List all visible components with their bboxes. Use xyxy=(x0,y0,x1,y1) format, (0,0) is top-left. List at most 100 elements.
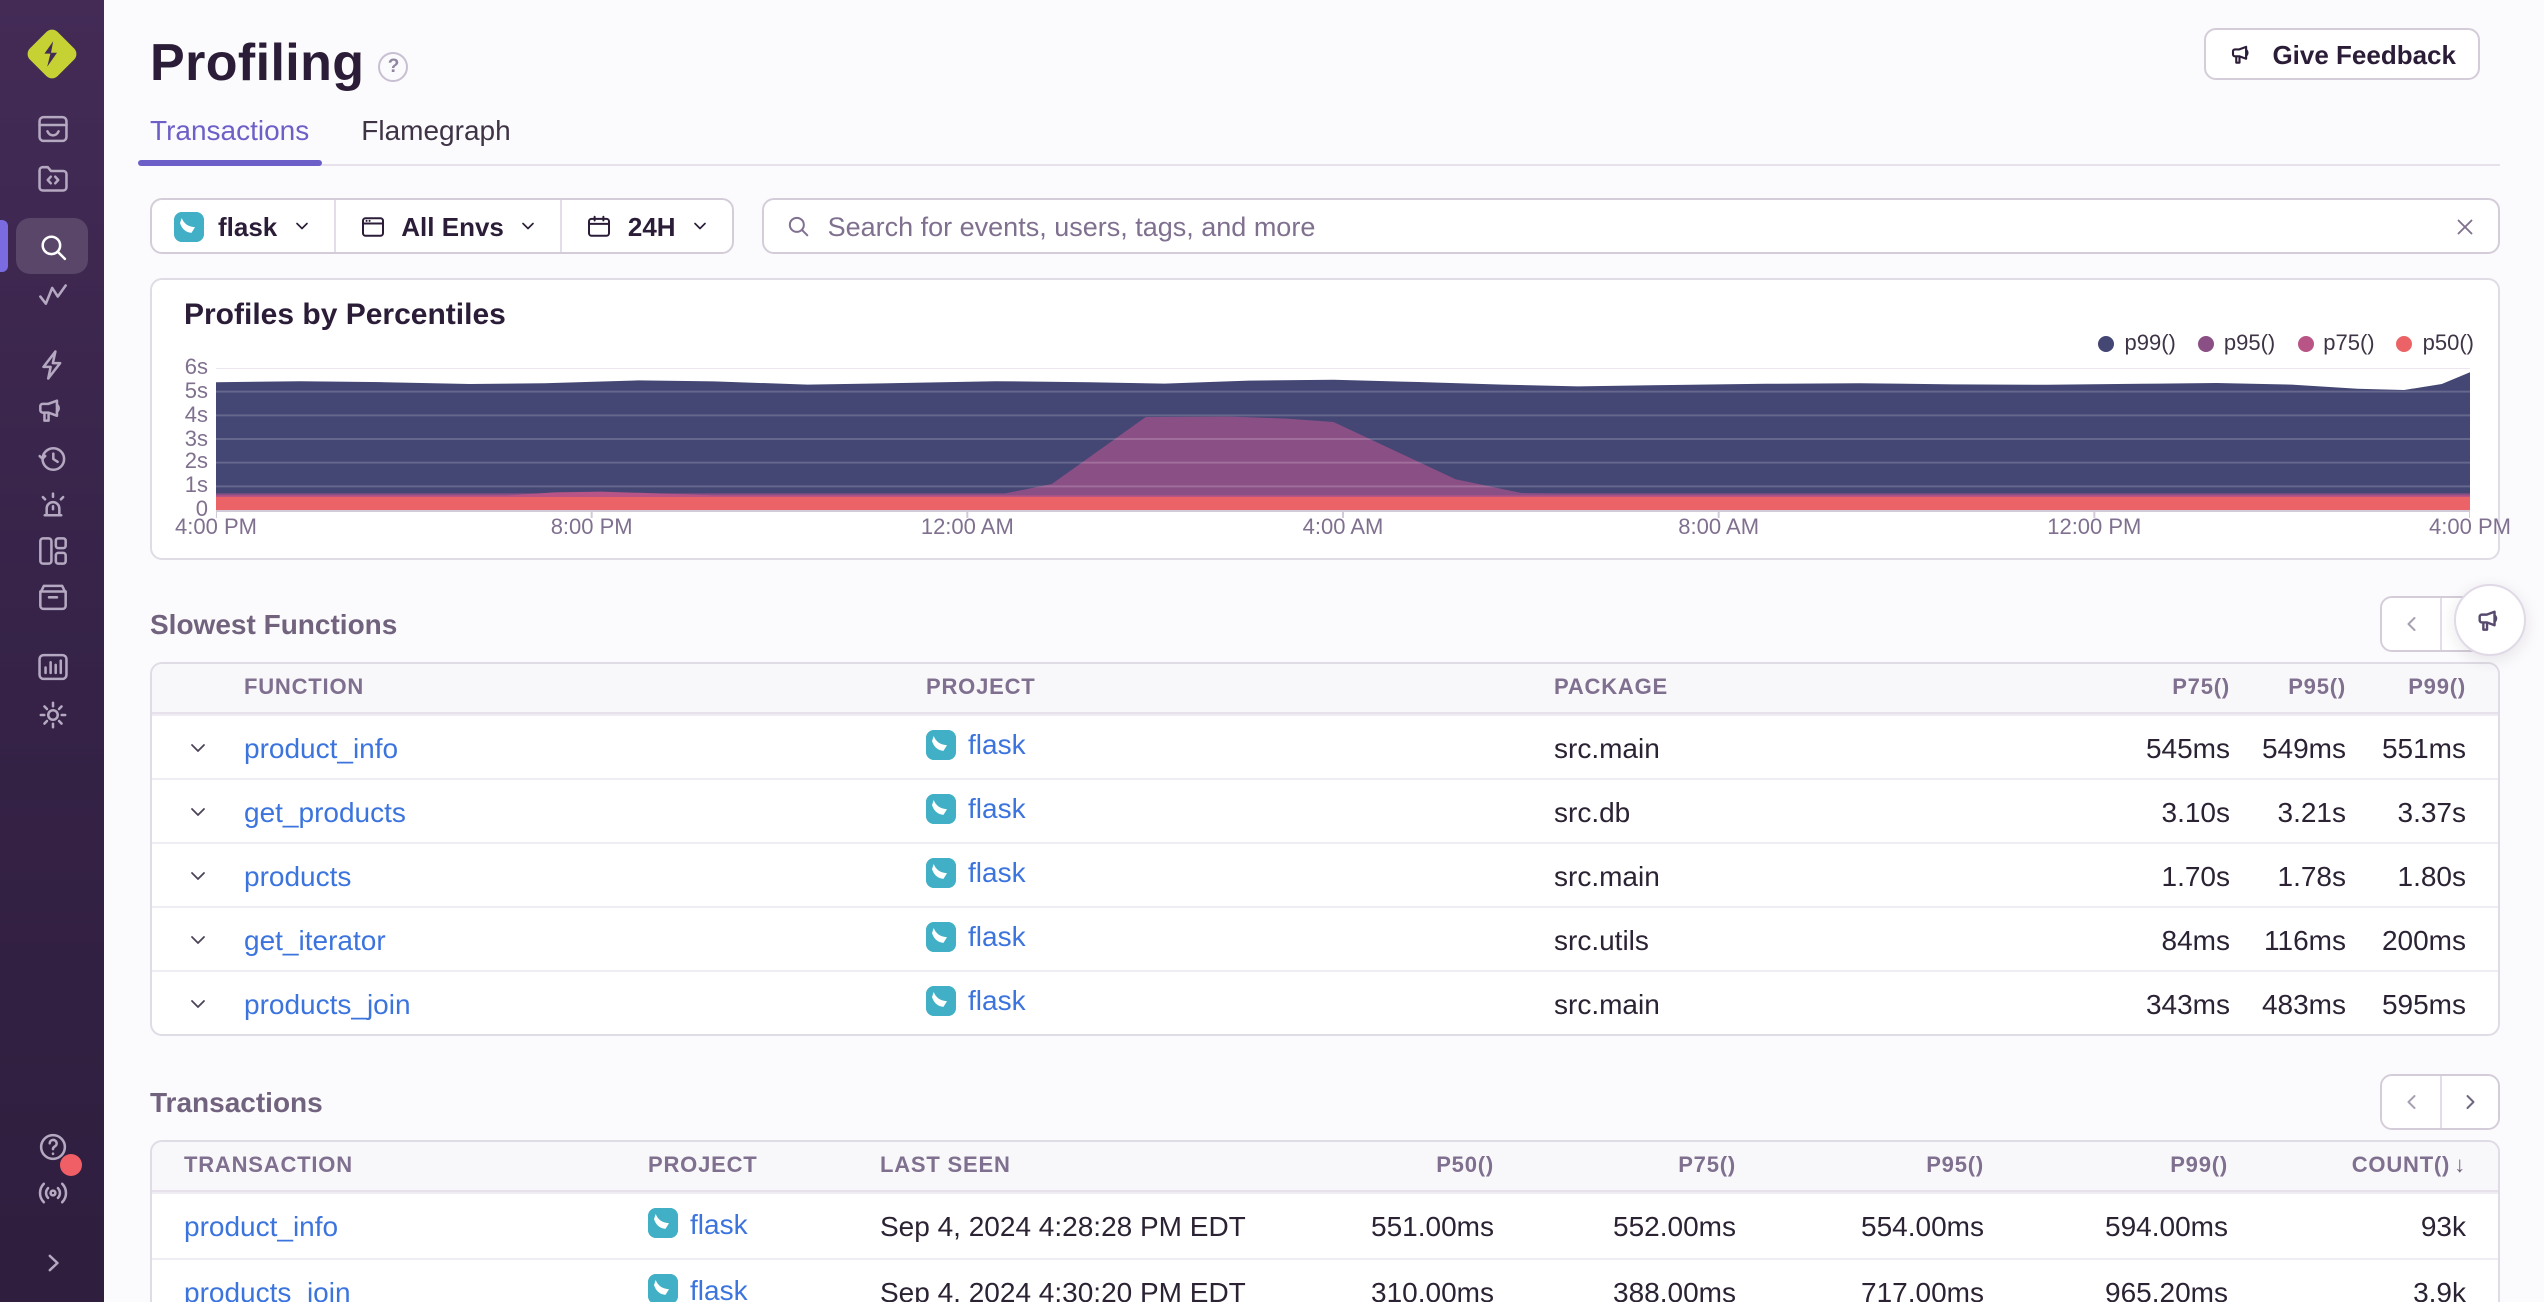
sidebar-item-stats[interactable] xyxy=(16,640,88,692)
chevron-down-icon xyxy=(191,935,205,943)
transaction-link[interactable]: products_join xyxy=(184,1276,351,1302)
projects-folder-icon xyxy=(37,164,67,191)
p75-value: 3.10s xyxy=(2161,795,2231,827)
sidebar-item-user-feedback[interactable] xyxy=(16,384,88,436)
expand-row-button[interactable] xyxy=(152,927,244,951)
column-header-p75[interactable]: P75() xyxy=(1678,1154,1736,1178)
transactions-heading: Transactions xyxy=(150,1086,323,1118)
function-link[interactable]: get_iterator xyxy=(244,923,386,955)
expand-row-button[interactable] xyxy=(152,991,244,1015)
expand-row-button[interactable] xyxy=(152,799,244,823)
column-header-count-sort[interactable]: Count() ↓ xyxy=(2351,1154,2466,1178)
p75-value: 545ms xyxy=(2145,731,2230,763)
next-page-button[interactable] xyxy=(2440,1076,2498,1128)
x-axis-tick-label: 4:00 AM xyxy=(1302,516,1384,540)
dashboards-icon xyxy=(38,536,66,564)
project-link[interactable]: flask xyxy=(926,921,1026,953)
sentry-logo[interactable] xyxy=(22,24,82,84)
p99-value: 595ms xyxy=(2381,987,2466,1019)
sidebar-item-alerts[interactable] xyxy=(16,478,88,530)
x-axis-tick-label: 4:00 PM xyxy=(175,516,257,540)
project-link[interactable]: flask xyxy=(926,985,1026,1017)
package-cell: src.main xyxy=(1554,731,1660,763)
function-link[interactable]: products xyxy=(244,859,352,891)
function-link[interactable]: product_info xyxy=(244,731,399,763)
project-link[interactable]: flask xyxy=(926,729,1026,761)
sidebar-item-releases[interactable] xyxy=(16,570,88,622)
p95-value: 717.00ms xyxy=(1861,1276,1984,1302)
y-axis-tick-label: 1s xyxy=(184,474,208,499)
project-link[interactable]: flask xyxy=(926,793,1026,825)
sidebar-collapse-button[interactable] xyxy=(16,1236,88,1288)
legend-item[interactable]: p75() xyxy=(2297,332,2375,356)
previous-page-button[interactable] xyxy=(2382,598,2440,650)
column-header-p50[interactable]: P50() xyxy=(1436,1154,1494,1178)
transaction-link[interactable]: product_info xyxy=(184,1210,339,1242)
package-cell: src.main xyxy=(1554,987,1660,1019)
column-header-project: Project xyxy=(926,676,1036,700)
sidebar-active-indicator xyxy=(0,220,8,272)
clear-search-icon[interactable] xyxy=(2452,213,2478,239)
page-filter-bar: flask All Envs 24H xyxy=(150,198,734,254)
previous-page-button[interactable] xyxy=(2382,1076,2440,1128)
column-header-p99[interactable]: P99() xyxy=(2170,1154,2228,1178)
p99-value: 594.00ms xyxy=(2105,1210,2228,1242)
profiles-by-percentiles-card: Profiles by Percentiles p99() p95() p75() p… xyxy=(150,278,2511,560)
sidebar-item-whats-new[interactable] xyxy=(16,1166,88,1218)
gear-icon xyxy=(38,700,66,728)
sidebar-item-projects[interactable] xyxy=(16,150,88,202)
page-help-icon[interactable]: ? xyxy=(378,52,409,82)
project-link[interactable]: flask xyxy=(648,1208,748,1240)
chevron-down-icon xyxy=(522,222,534,230)
p95-value: 116ms xyxy=(2264,923,2346,955)
search-input[interactable] xyxy=(827,211,2436,241)
function-link[interactable]: products_join xyxy=(244,987,411,1019)
date-range-filter[interactable]: 24H xyxy=(559,200,732,252)
give-feedback-button[interactable]: Give Feedback xyxy=(2204,28,2480,80)
traces-zigzag-icon xyxy=(38,283,66,304)
tab-transactions[interactable]: Transactions xyxy=(138,114,321,166)
sidebar-item-settings[interactable] xyxy=(16,688,88,740)
p75-value: 343ms xyxy=(2145,987,2230,1019)
column-header-p95[interactable]: P95() xyxy=(1926,1154,1984,1178)
column-header-last-seen: Last Seen xyxy=(880,1154,1011,1178)
sort-desc-icon: ↓ xyxy=(2454,1154,2466,1178)
legend-item[interactable]: p99() xyxy=(2098,332,2176,356)
sidebar-item-traces[interactable] xyxy=(16,268,88,320)
environment-filter[interactable]: All Envs xyxy=(333,200,560,252)
sidebar-item-performance[interactable] xyxy=(16,338,88,390)
search-icon xyxy=(788,216,808,237)
function-link[interactable]: get_products xyxy=(244,795,406,827)
floating-feedback-button[interactable] xyxy=(2454,584,2526,656)
project-filter[interactable]: flask xyxy=(152,200,333,252)
x-axis-tick-label: 8:00 AM xyxy=(1678,516,1760,540)
transactions-pagination xyxy=(2380,1074,2500,1130)
sidebar-item-replays[interactable] xyxy=(16,432,88,484)
legend-item[interactable]: p50() xyxy=(2396,332,2474,356)
chevron-down-icon xyxy=(191,871,205,879)
expand-row-button[interactable] xyxy=(152,735,244,759)
sidebar-item-dashboards[interactable] xyxy=(16,524,88,576)
y-axis-tick-label: 4s xyxy=(184,403,208,428)
sidebar-item-issues[interactable] xyxy=(16,102,88,154)
sidebar-item-explore[interactable] xyxy=(16,218,88,274)
column-header-p99: P99() xyxy=(2408,676,2466,700)
last-seen-cell: Sep 4, 2024 4:28:28 PM EDT xyxy=(880,1210,1246,1242)
tab-flamegraph[interactable]: Flamegraph xyxy=(361,114,511,146)
p95-value: 1.78s xyxy=(2277,859,2347,891)
flask-project-icon xyxy=(926,729,956,760)
x-axis-tick-label: 8:00 PM xyxy=(550,516,633,540)
project-link[interactable]: flask xyxy=(926,857,1026,889)
legend-item[interactable]: p95() xyxy=(2197,332,2275,356)
p75-value: 84ms xyxy=(2161,923,2230,955)
chevron-down-icon xyxy=(191,743,205,751)
sidebar-item-help[interactable] xyxy=(16,1120,88,1172)
window-icon xyxy=(361,216,384,236)
y-axis-tick-label: 3s xyxy=(184,427,208,451)
expand-row-button[interactable] xyxy=(152,863,244,887)
column-header-package: Package xyxy=(1554,676,1668,700)
p99-value: 551ms xyxy=(2381,731,2466,763)
p95-value: 549ms xyxy=(2261,731,2346,763)
project-link[interactable]: flask xyxy=(648,1274,748,1302)
